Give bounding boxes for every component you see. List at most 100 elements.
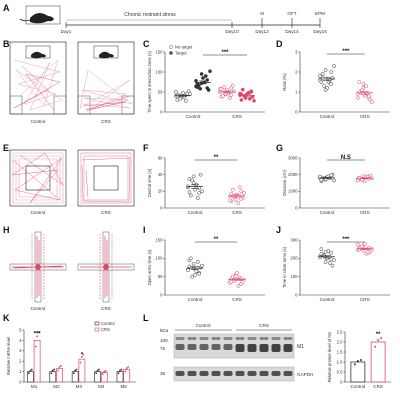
data-point-control xyxy=(319,80,324,84)
y-axis-title: Ratio (%) xyxy=(282,73,287,91)
data-point-no-target xyxy=(183,98,188,103)
data-point-control xyxy=(318,74,322,78)
data-point-control xyxy=(318,255,322,260)
significance-label: *** xyxy=(342,237,350,243)
data-point-no-target xyxy=(222,85,227,90)
panel-l-chart: 0 0.5 1.0 1.5 2.0 2.5 Relative protein level o… xyxy=(327,329,391,389)
bar-control xyxy=(350,361,366,383)
legend-label-crs: CRS xyxy=(101,327,110,332)
data-point-control xyxy=(319,251,324,256)
legend-label-no-target: No target xyxy=(175,44,193,49)
data-point-control xyxy=(329,82,334,86)
data-point xyxy=(57,369,60,372)
band-m1 xyxy=(223,344,233,350)
y-tick-label: 2.5 xyxy=(337,329,343,334)
x-tick-label: Control xyxy=(320,297,335,302)
data-point xyxy=(127,366,130,368)
bar-crs xyxy=(78,358,86,383)
x-tick-label: M2 xyxy=(53,384,60,389)
data-point xyxy=(98,368,100,371)
panel-c: C 0 50 100 150 Time spent in interaction zon… xyxy=(143,39,265,119)
x-tick-label: Control xyxy=(188,297,203,302)
data-point-control xyxy=(200,263,204,268)
y-tick-label: 100 xyxy=(291,274,299,279)
data-point-target xyxy=(249,89,254,94)
x-tick-label: M5 xyxy=(120,384,127,389)
y-tick-label: 0 xyxy=(295,109,298,114)
y-axis-title: Central time (s) xyxy=(147,168,152,197)
band-gapdh xyxy=(259,371,269,376)
data-point-no-target xyxy=(227,96,232,100)
bar-crs xyxy=(100,372,108,383)
y-tick-label: 100 xyxy=(156,69,164,74)
data-point xyxy=(95,372,98,375)
band-m1 xyxy=(271,344,281,352)
band-m1 xyxy=(211,344,221,350)
data-point xyxy=(50,372,53,375)
y-tick-label: 20 xyxy=(158,189,163,194)
label-crs-b: CRS xyxy=(101,119,111,124)
band-m1-upper xyxy=(211,337,221,340)
data-point-no-target xyxy=(185,91,190,96)
band-m1-upper xyxy=(175,337,185,340)
data-point-crs xyxy=(369,100,374,104)
y-tick-label: 3 xyxy=(19,348,22,353)
panel-k: K 0 1 2 3 4 5 Relative mRNA level M1 *** M2 M3 * M4 M… xyxy=(3,313,136,389)
significance-label: *** xyxy=(34,331,42,337)
data-point-crs xyxy=(235,271,239,275)
y-tick-label: 200 xyxy=(291,256,299,261)
band-gapdh xyxy=(187,371,197,376)
data-point-crs xyxy=(236,283,241,288)
x-tick-label: Control xyxy=(320,114,335,119)
data-point-control xyxy=(332,64,336,68)
y-tick-label: 40 xyxy=(158,172,163,177)
data-point xyxy=(30,368,33,371)
blot-group-control: Control xyxy=(196,323,211,328)
blot-protein-gapdh: GAPDH xyxy=(297,372,313,377)
band-m1 xyxy=(259,344,269,352)
y-tick-label: 3 xyxy=(295,49,298,54)
data-point-crs xyxy=(357,175,362,180)
band-m1-upper xyxy=(271,337,281,340)
data-point-target xyxy=(199,72,204,76)
data-point-crs xyxy=(355,242,360,247)
band-m1-upper xyxy=(283,337,293,340)
test-label-oft: OFT xyxy=(287,11,296,16)
data-point-crs xyxy=(229,279,234,284)
data-point-control xyxy=(195,260,200,264)
significance-label: *** xyxy=(221,50,229,56)
data-point xyxy=(104,369,107,372)
data-point-crs xyxy=(360,88,364,92)
y-tick-label: 50 xyxy=(158,274,163,279)
data-point xyxy=(75,368,78,371)
band-gapdh xyxy=(223,371,233,376)
blot-marker-75: 75 xyxy=(160,346,166,351)
data-point-target xyxy=(208,69,212,74)
x-tick-label: Control xyxy=(188,210,203,215)
panel-i: I 0 50 100 150 Open arms time (s) Control CRS *… xyxy=(143,225,265,302)
legend-label-target: Target xyxy=(175,50,187,55)
band-m1-upper xyxy=(187,337,197,340)
panel-d: D 0 1 2 3 Ratio (%) Control CRS *** xyxy=(276,39,390,119)
data-point-crs xyxy=(230,187,235,192)
y-tick-label: 2 xyxy=(295,69,298,74)
data-point-control xyxy=(319,177,324,182)
y-tick-label: 150 xyxy=(156,49,164,54)
y-tick-label: 2 xyxy=(19,359,22,364)
track-image-crs-oft xyxy=(77,149,135,207)
panel-h: H Control CRS xyxy=(3,225,135,311)
data-point xyxy=(117,372,120,375)
bar-crs xyxy=(33,340,41,383)
track-image-crs-epm xyxy=(77,231,135,303)
data-point-control xyxy=(186,268,190,272)
band-gapdh xyxy=(271,371,281,376)
bar-crs xyxy=(123,369,131,383)
band-m1-upper xyxy=(223,337,233,340)
data-point-control xyxy=(329,70,334,74)
data-point-control xyxy=(323,260,328,264)
data-point-control xyxy=(200,189,204,194)
data-point-target xyxy=(206,88,211,92)
data-point-crs xyxy=(362,241,367,246)
data-point-no-target xyxy=(220,94,225,98)
panel-label-a: A xyxy=(3,3,10,13)
